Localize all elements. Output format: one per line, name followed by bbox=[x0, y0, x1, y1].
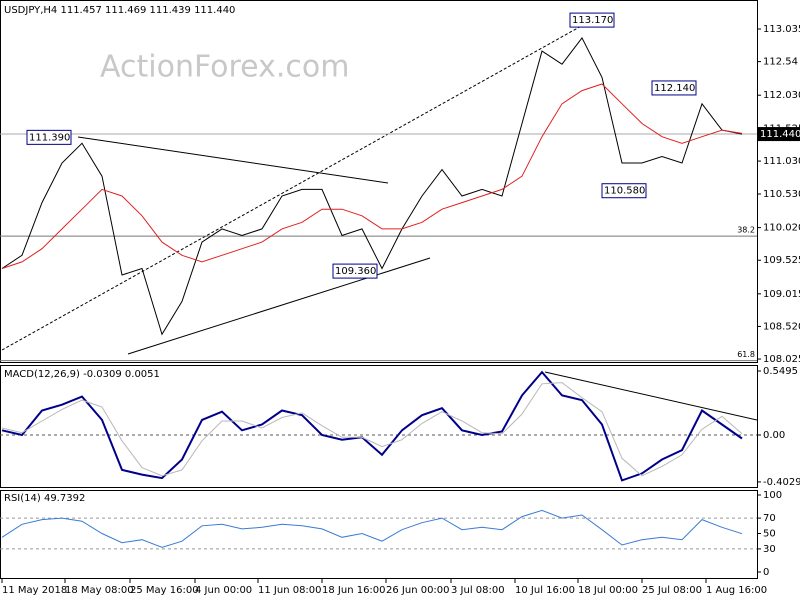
annotation-label: 109.360 bbox=[335, 266, 376, 277]
series-line bbox=[1, 36, 743, 336]
x-tick-label: 25 May 16:00 bbox=[130, 585, 199, 596]
x-tick-label: 1 Aug 16:00 bbox=[706, 585, 767, 596]
last-price-label: 111.440 bbox=[760, 129, 800, 140]
macd-title: MACD(12,26,9) -0.0309 0.0051 bbox=[4, 369, 160, 380]
x-tick-label: 3 Jul 08:00 bbox=[451, 585, 505, 596]
x-tick-label: 18 Jun 16:00 bbox=[322, 585, 386, 596]
annotation-label: 110.580 bbox=[604, 186, 645, 197]
y-tick-label: -0.4029 bbox=[763, 477, 800, 488]
y-tick-label: 108.025 bbox=[763, 354, 800, 365]
y-tick-label: 112.030 bbox=[763, 90, 800, 101]
rsi-title: RSI(14) 49.7392 bbox=[4, 493, 85, 504]
x-tick-label: 4 Jun 00:00 bbox=[195, 585, 252, 596]
y-tick-label: 30 bbox=[763, 544, 776, 555]
annotation-label: 113.170 bbox=[572, 15, 613, 26]
y-tick-label: 110.020 bbox=[763, 223, 800, 234]
y-tick-label: 0.00 bbox=[763, 430, 785, 441]
y-tick-label: 0 bbox=[763, 567, 769, 578]
x-tick-label: 11 May 2018 bbox=[2, 585, 67, 596]
fib-label: 61.8 bbox=[737, 350, 755, 359]
annotation-box bbox=[26, 129, 72, 145]
series-line bbox=[1, 370, 743, 482]
annotation-label: 112.140 bbox=[654, 83, 695, 94]
price-panel bbox=[0, 0, 758, 363]
y-tick-label: 110.530 bbox=[763, 189, 800, 200]
channel-line bbox=[1, 19, 593, 351]
annotation-box bbox=[569, 12, 615, 28]
series-line bbox=[1, 509, 743, 548]
y-tick-label: 113.035 bbox=[763, 24, 800, 35]
y-tick-label: 0.5495 bbox=[763, 366, 798, 377]
y-tick-label: 109.525 bbox=[763, 255, 800, 266]
watermark: ActionForex.com bbox=[100, 50, 349, 85]
x-tick-label: 10 Jul 16:00 bbox=[515, 585, 575, 596]
trend-line bbox=[127, 257, 431, 355]
x-tick-label: 11 Jun 08:00 bbox=[258, 585, 322, 596]
y-tick-label: 112.54 bbox=[763, 57, 798, 68]
annotation-box bbox=[332, 263, 378, 279]
x-tick-label: 18 May 08:00 bbox=[65, 585, 134, 596]
annotation-box bbox=[651, 80, 697, 96]
chart-title: USDJPY,H4 111.457 111.469 111.439 111.44… bbox=[4, 5, 235, 16]
fib-label: 38.2 bbox=[737, 226, 755, 235]
y-tick-label: 108.520 bbox=[763, 321, 800, 332]
y-tick-label: 100 bbox=[763, 490, 782, 501]
annotation-label: 111.390 bbox=[29, 132, 70, 143]
y-tick-label: 109.015 bbox=[763, 289, 800, 300]
x-tick-label: 25 Jul 08:00 bbox=[642, 585, 702, 596]
series-line bbox=[1, 83, 743, 269]
macd-panel bbox=[0, 365, 758, 488]
trend-line bbox=[77, 136, 389, 184]
y-tick-label: 50 bbox=[763, 528, 776, 539]
last-price-box bbox=[757, 127, 800, 142]
x-tick-label: 26 Jun 00:00 bbox=[386, 585, 450, 596]
series-line bbox=[1, 382, 743, 477]
macd-trend-line bbox=[544, 371, 757, 421]
y-tick-label: 70 bbox=[763, 513, 776, 524]
trend-lines bbox=[1, 19, 593, 355]
y-tick-label: 111.030 bbox=[763, 156, 800, 167]
rsi-panel bbox=[0, 490, 758, 579]
x-tick-label: 18 Jul 00:00 bbox=[578, 585, 638, 596]
annotation-box bbox=[601, 183, 647, 199]
